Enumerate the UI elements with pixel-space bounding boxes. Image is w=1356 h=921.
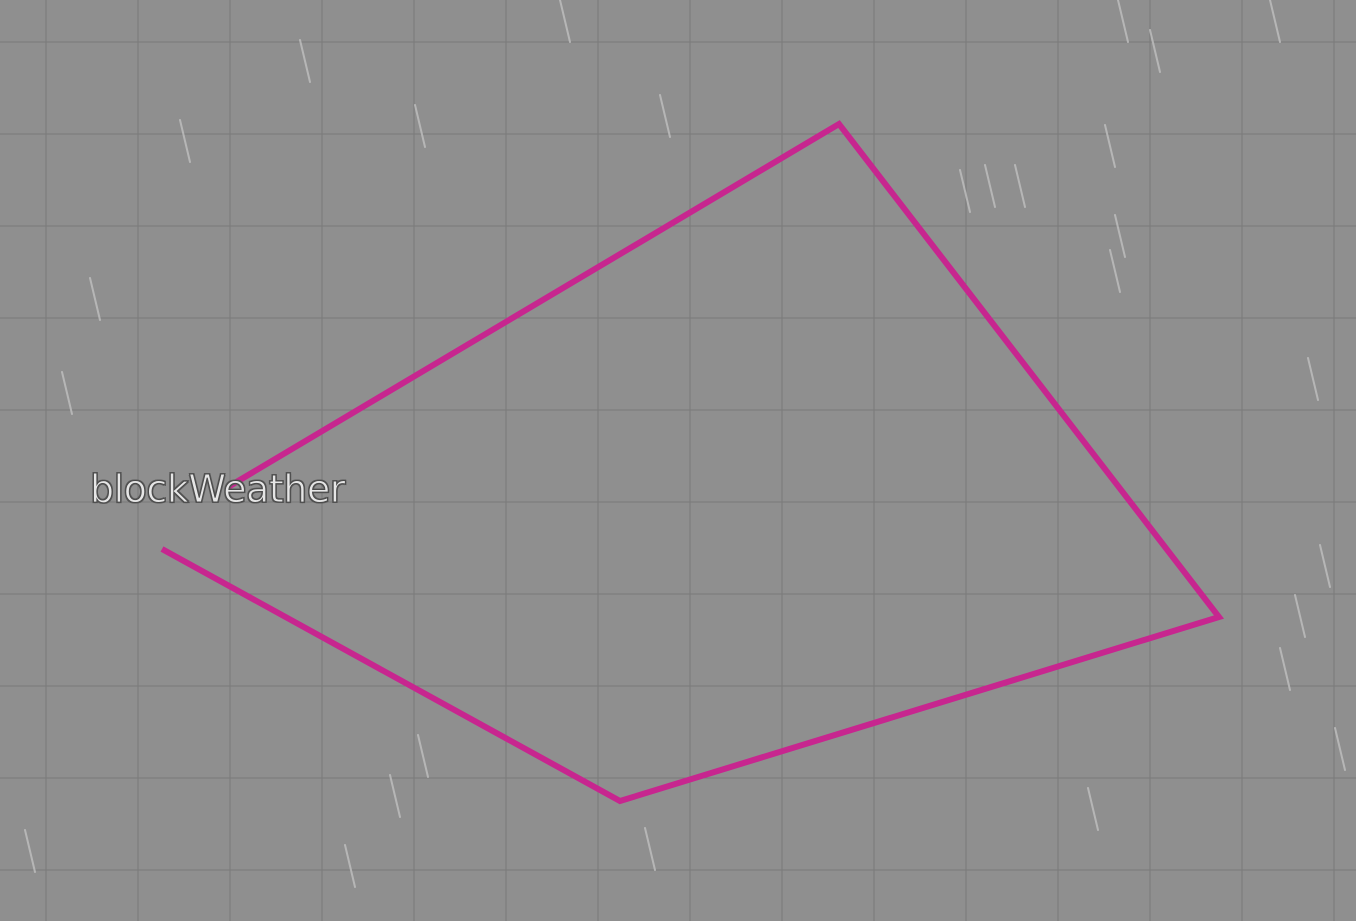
raindrop — [1334, 727, 1346, 771]
raindrop — [179, 119, 191, 163]
raindrop — [1294, 594, 1306, 638]
raindrop — [559, 0, 571, 43]
raindrop — [959, 169, 971, 213]
raindrop — [24, 829, 36, 873]
raindrop — [299, 39, 311, 83]
raindrop — [1109, 249, 1121, 293]
raindrop — [1117, 0, 1129, 43]
raindrop — [984, 164, 996, 208]
rain-layer — [24, 0, 1346, 888]
weather-block-zone-outline[interactable] — [160, 120, 1225, 805]
raindrop — [1149, 29, 1161, 73]
raindrop — [414, 104, 426, 148]
raindrop — [1014, 164, 1026, 208]
raindrop — [344, 844, 356, 888]
raindrop — [1087, 787, 1099, 831]
raindrop — [1307, 357, 1319, 401]
raindrop — [417, 734, 429, 778]
raindrop — [389, 774, 401, 818]
raindrop — [1104, 124, 1116, 168]
raindrop — [1269, 0, 1281, 43]
raindrop — [61, 371, 73, 415]
zone-label: blockWeather — [90, 467, 346, 511]
raindrop — [1279, 647, 1291, 691]
raindrop — [1319, 544, 1331, 588]
raindrop — [1114, 214, 1126, 258]
raindrop — [89, 277, 101, 321]
raindrop — [659, 94, 671, 138]
raindrop — [644, 827, 656, 871]
